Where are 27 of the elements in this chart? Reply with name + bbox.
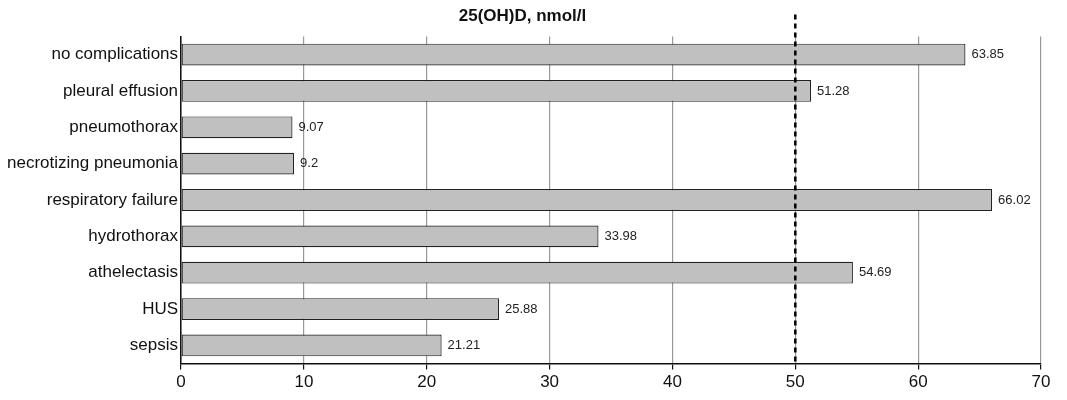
y-tick-label: pleural effusion [63,80,179,100]
y-tick-label: hydrothorax [88,226,179,246]
x-tick-label: 10 [294,372,314,392]
data-label: 33.98 [604,227,638,243]
data-label: 21.21 [447,337,481,352]
y-tick-label: athelectasis [88,262,179,282]
x-tick-label: 40 [662,372,682,392]
x-tick-label: 20 [417,372,437,392]
data-label: 51.28 [817,82,850,98]
y-tick-label: sepsis [129,335,179,355]
x-tick-label: 30 [540,372,560,392]
data-label: 66.02 [998,191,1031,207]
x-tick-label: 0 [176,372,186,392]
y-tick-label: respiratory failure [46,189,179,209]
data-label: 54.69 [858,264,892,280]
y-tick-label: pneumothorax [69,116,179,136]
x-tick-label: 70 [1031,372,1051,392]
chart-title: 25(OH)D, nmol/l [458,5,587,25]
y-tick-label: no complications [51,44,179,64]
data-label: 9.2 [300,155,319,171]
y-tick-label: necrotizing pneumonia [6,153,179,173]
x-tick-label: 60 [908,372,928,392]
data-label: 63.85 [971,46,1004,62]
x-tick-label: 50 [785,372,805,392]
data-label: 25.88 [504,300,538,316]
y-tick-label: HUS [142,298,179,318]
data-label: 9.07 [298,118,324,134]
